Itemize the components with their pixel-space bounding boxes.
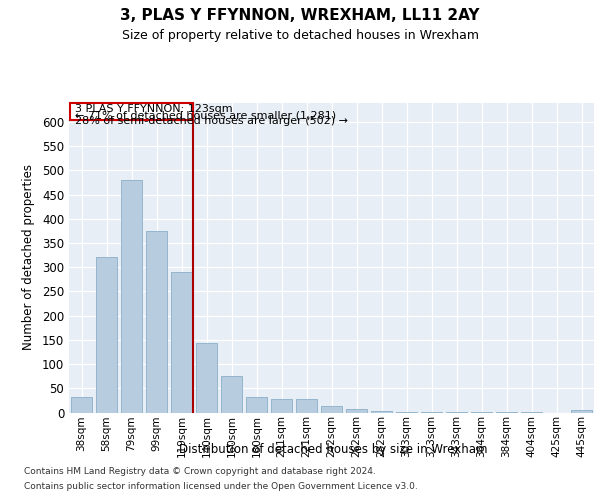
Bar <box>121 180 142 412</box>
Text: 28% of semi-detached houses are larger (502) →: 28% of semi-detached houses are larger (… <box>75 116 348 126</box>
Bar <box>296 399 317 412</box>
Text: Distribution of detached houses by size in Wrexham: Distribution of detached houses by size … <box>179 442 487 456</box>
Bar <box>71 397 92 412</box>
Bar <box>346 409 367 412</box>
FancyBboxPatch shape <box>70 104 193 120</box>
Text: ← 71% of detached houses are smaller (1,281): ← 71% of detached houses are smaller (1,… <box>75 110 337 120</box>
Bar <box>246 396 267 412</box>
Bar <box>321 406 342 412</box>
Bar <box>96 256 117 412</box>
Text: Contains public sector information licensed under the Open Government Licence v3: Contains public sector information licen… <box>24 482 418 491</box>
Text: 3 PLAS Y FFYNNON: 123sqm: 3 PLAS Y FFYNNON: 123sqm <box>75 104 233 115</box>
Bar <box>571 410 592 412</box>
Text: 3, PLAS Y FFYNNON, WREXHAM, LL11 2AY: 3, PLAS Y FFYNNON, WREXHAM, LL11 2AY <box>120 8 480 22</box>
Bar <box>371 411 392 412</box>
Bar <box>171 272 192 412</box>
Bar <box>221 376 242 412</box>
Text: Size of property relative to detached houses in Wrexham: Size of property relative to detached ho… <box>121 29 479 42</box>
Bar <box>196 343 217 412</box>
Bar <box>146 231 167 412</box>
Bar <box>271 400 292 412</box>
Text: Contains HM Land Registry data © Crown copyright and database right 2024.: Contains HM Land Registry data © Crown c… <box>24 467 376 476</box>
Y-axis label: Number of detached properties: Number of detached properties <box>22 164 35 350</box>
